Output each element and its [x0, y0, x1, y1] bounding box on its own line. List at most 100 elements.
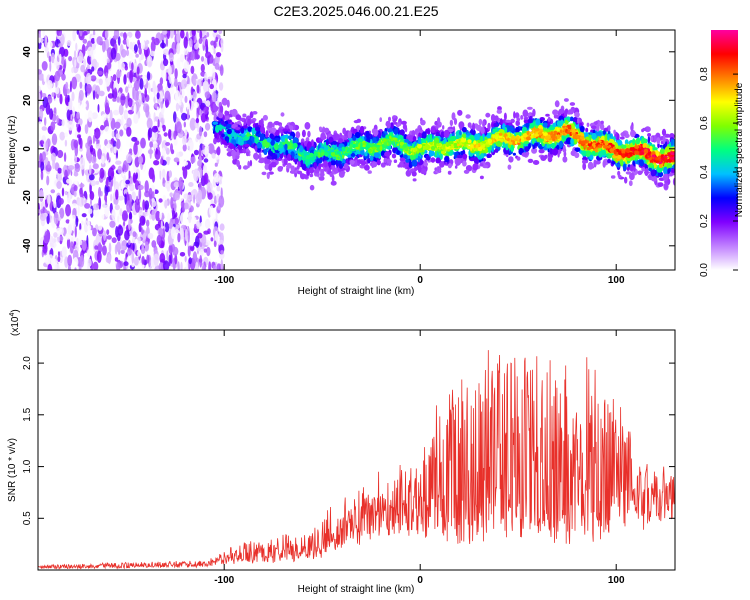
heatmap-core-mark [634, 150, 640, 155]
heatmap-noise-mark [165, 142, 171, 146]
heatmap-noise-mark [123, 220, 126, 227]
heatmap-noise-mark [97, 219, 103, 231]
heatmap-noise-mark [199, 30, 203, 40]
heatmap-ridge-mark [567, 109, 574, 115]
heatmap-ridge-mark [463, 169, 470, 174]
heatmap-ridge-mark [242, 165, 249, 170]
heatmap-ridge-mark [371, 161, 378, 168]
heatmap-noise-mark [108, 242, 112, 254]
heatmap-ridge-mark [328, 136, 334, 143]
heatmap-noise-mark [105, 51, 108, 64]
heatmap-noise-mark [175, 102, 180, 112]
heatmap-noise-mark [202, 80, 209, 92]
heatmap-ridge-mark [388, 116, 391, 122]
heatmap-noise-mark [89, 191, 95, 201]
heatmap-ridge-mark [367, 170, 372, 174]
heatmap-noise-mark [174, 68, 178, 79]
heatmap-noise-mark [192, 34, 195, 42]
heatmap-noise-mark [211, 152, 216, 159]
heatmap-noise-mark [218, 195, 225, 208]
heatmap-core-mark [610, 150, 614, 153]
heatmap-noise-mark [92, 163, 99, 170]
heatmap-noise-mark [91, 66, 95, 72]
heatmap-noise-mark [58, 43, 63, 48]
heatmap-noise-mark [141, 243, 144, 251]
heatmap-core-mark [603, 145, 608, 149]
heatmap-ridge-mark [379, 117, 383, 122]
heatmap-noise-mark [161, 39, 165, 49]
heatmap-noise-mark [211, 91, 217, 103]
heatmap-ridge-mark [459, 130, 462, 136]
heatmap-ridge-mark [411, 159, 418, 167]
heatmap-noise-mark [127, 219, 131, 231]
heatmap-noise-mark [193, 168, 200, 182]
heatmap-noise-mark [133, 80, 140, 91]
heatmap-ridge-mark [636, 137, 641, 145]
heatmap-noise-mark [152, 140, 158, 149]
heatmap-ridge-mark [344, 141, 348, 147]
heatmap-noise-mark [124, 124, 127, 129]
heatmap-noise-mark [146, 254, 150, 264]
heatmap-noise-mark [119, 129, 124, 137]
heatmap-noise-mark [41, 126, 47, 131]
heatmap-ridge-mark [457, 109, 463, 116]
heatmap-noise-mark [116, 138, 121, 150]
heatmap-ridge-mark [308, 168, 315, 174]
heatmap-ridge-mark [664, 146, 672, 154]
heatmap-ridge-mark [451, 112, 456, 121]
heatmap-noise-mark [155, 210, 161, 222]
heatmap-noise-mark [176, 42, 181, 55]
heatmap-noise-mark [157, 119, 160, 128]
heatmap-noise-mark [111, 237, 117, 244]
heatmap-core-mark [543, 132, 548, 137]
heatmap-noise-mark [202, 164, 207, 174]
heatmap-ridge-mark [602, 130, 606, 135]
heatmap-ridge-mark [270, 161, 277, 168]
heatmap-noise-mark [219, 82, 224, 91]
heatmap-noise-mark [69, 241, 74, 254]
heatmap-ridge-mark [456, 154, 463, 159]
heatmap-ridge-mark [617, 170, 621, 176]
heatmap-noise-mark [191, 30, 196, 37]
heatmap-ridge-mark [226, 128, 232, 135]
heatmap-noise-mark [192, 91, 198, 100]
heatmap-noise-mark [41, 93, 47, 98]
heatmap-noise-mark [178, 94, 183, 101]
heatmap-noise-mark [165, 147, 170, 155]
heatmap-noise-mark [187, 139, 194, 152]
heatmap-noise-mark [84, 123, 89, 135]
heatmap-core-mark [522, 133, 528, 138]
heatmap-core-mark [525, 136, 531, 141]
heatmap-ridge-mark [324, 127, 330, 133]
heatmap-ridge-mark [302, 174, 309, 179]
heatmap-noise-mark [102, 40, 106, 53]
heatmap-noise-mark [135, 30, 141, 39]
heatmap-noise-mark [148, 82, 151, 94]
heatmap-ridge-mark [437, 117, 441, 125]
heatmap-core-mark [474, 148, 477, 151]
heatmap-noise-mark [125, 86, 129, 93]
heatmap-noise-mark [159, 253, 166, 264]
heatmap-noise-mark [101, 155, 105, 165]
heatmap-noise-mark [169, 192, 173, 198]
heatmap-noise-mark [117, 215, 120, 223]
heatmap-ridge-mark [417, 165, 422, 173]
heatmap-noise-mark [117, 225, 124, 236]
heatmap-noise-mark [78, 197, 85, 207]
heatmap-ridge-mark [332, 165, 335, 171]
heatmap-core-mark [467, 145, 471, 150]
heatmap-marks [38, 30, 675, 270]
heatmap-noise-mark [108, 175, 112, 183]
heatmap-noise-mark [133, 88, 139, 102]
heatmap-ridge-mark [246, 132, 250, 137]
heatmap-noise-mark [114, 121, 121, 129]
heatmap-core-mark [383, 141, 388, 146]
heatmap-noise-mark [46, 118, 51, 124]
heatmap-ridge-mark [601, 149, 607, 156]
heatmap-ridge-mark [597, 147, 602, 152]
heatmap-noise-mark [79, 255, 85, 268]
heatmap-ridge-mark [436, 131, 440, 137]
heatmap-ridge-mark [569, 102, 576, 106]
heatmap-noise-mark [113, 30, 120, 40]
